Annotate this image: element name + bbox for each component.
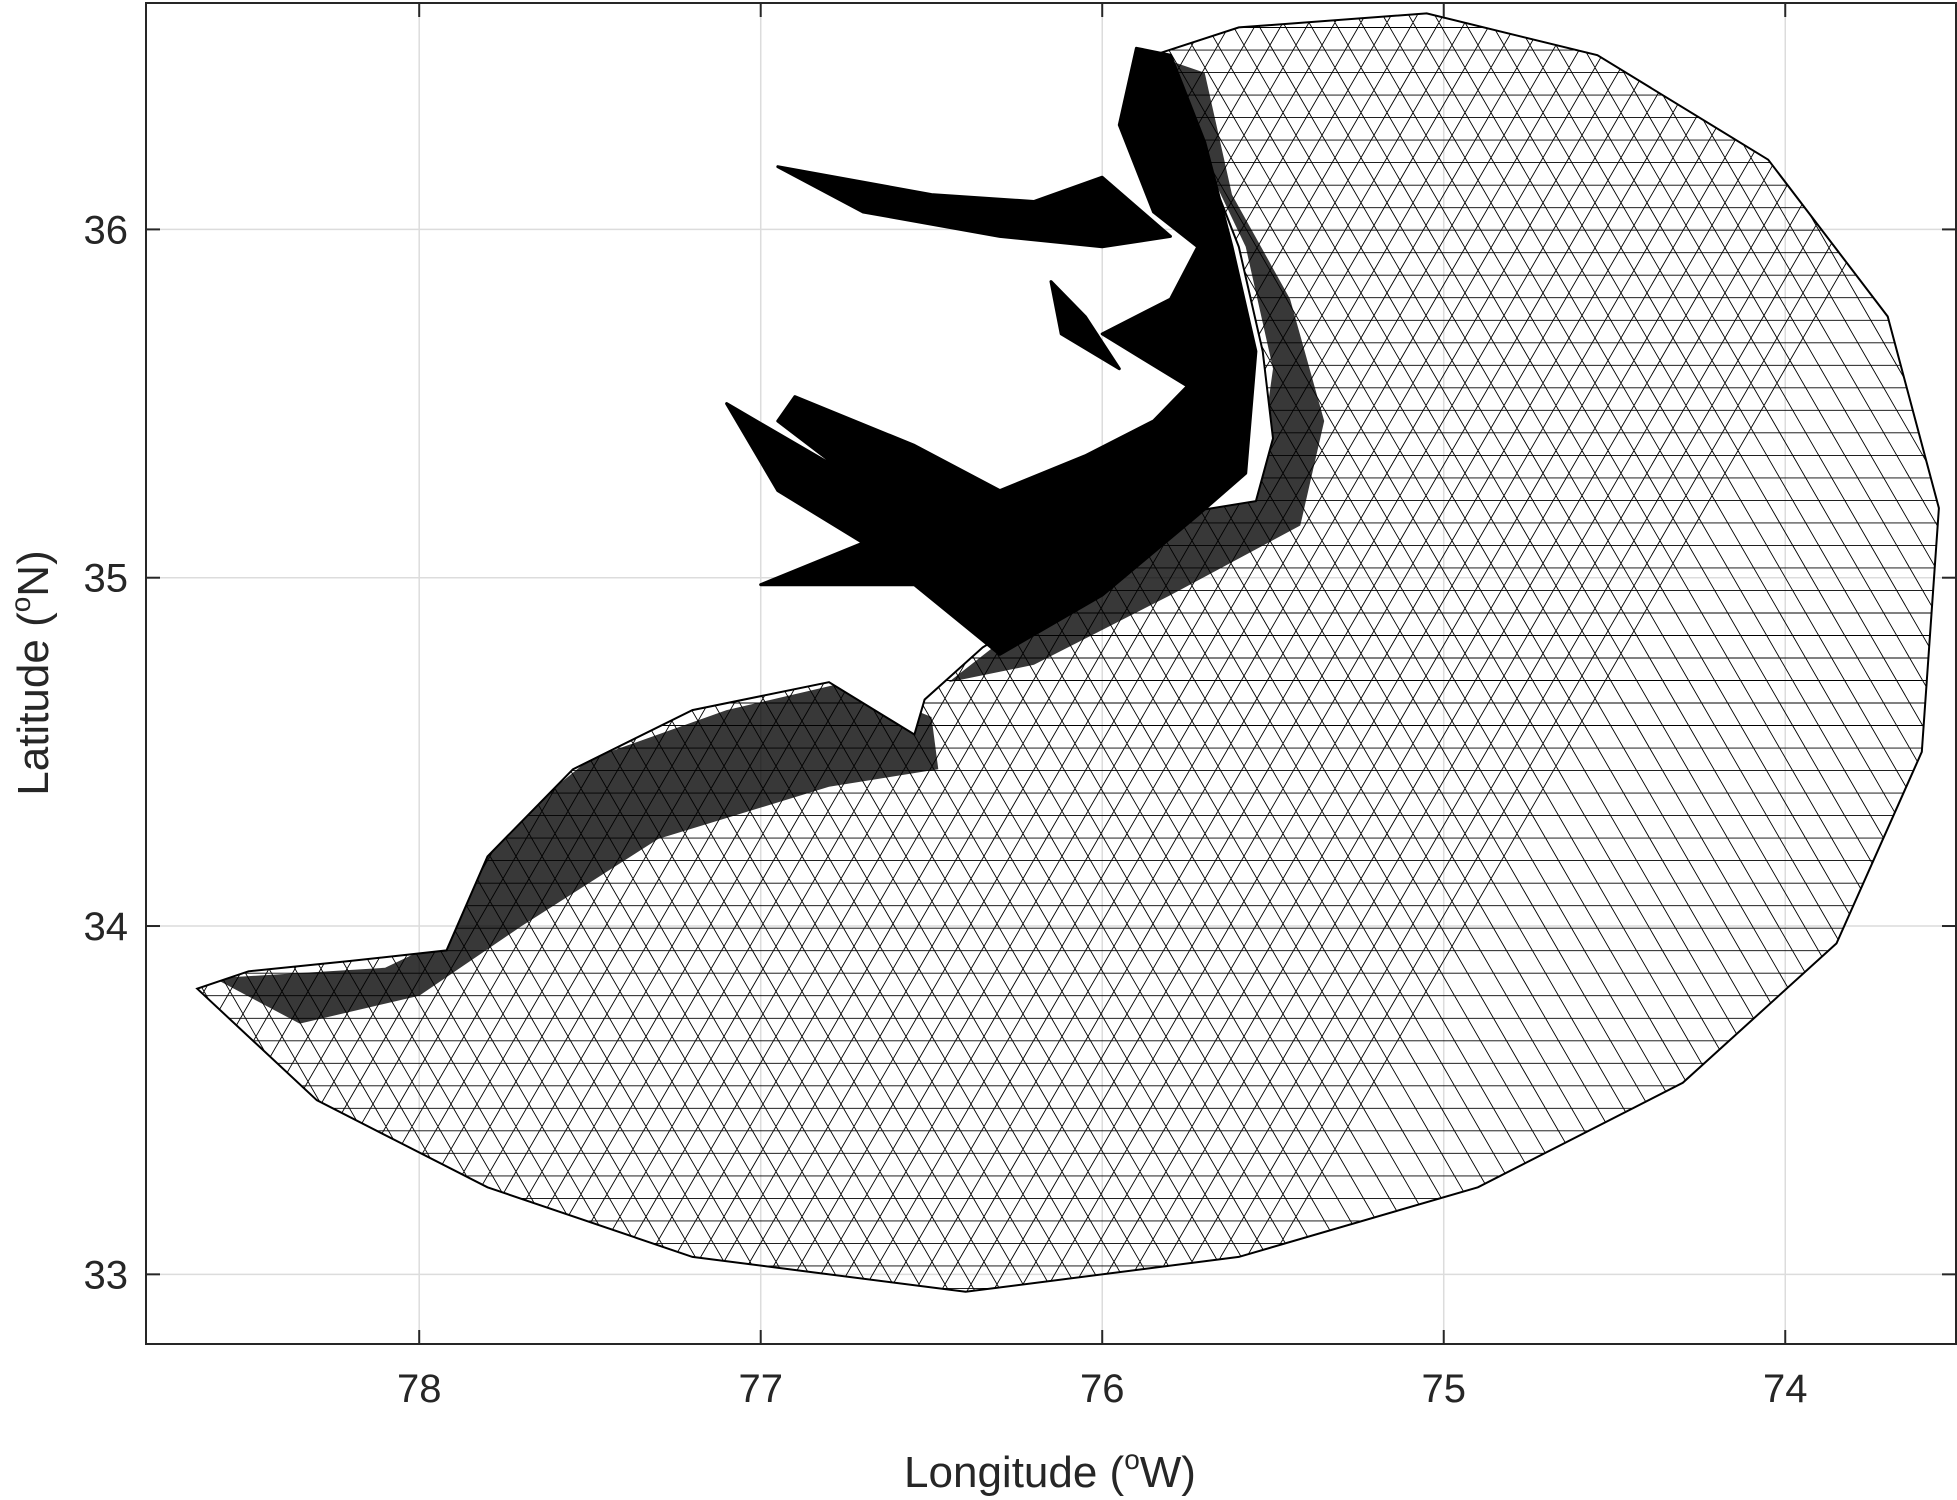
y-tick-label-3: 36 bbox=[84, 208, 129, 252]
sound-mesh-0 bbox=[725, 46, 1258, 656]
sound-mesh-2 bbox=[1049, 280, 1121, 371]
y-axis-label: Latitude (oN) bbox=[5, 550, 58, 795]
plot-frame bbox=[145, 2, 1957, 1345]
x-axis-label: Longitude (oW) bbox=[904, 1444, 1196, 1497]
x-tick-label-3: 75 bbox=[1421, 1367, 1466, 1411]
y-tick-label-1: 34 bbox=[84, 905, 129, 949]
axis-ticks bbox=[146, 3, 1956, 1344]
x-tick-label-1: 77 bbox=[738, 1367, 783, 1411]
x-tick-label-0: 78 bbox=[397, 1367, 442, 1411]
y-tick-label-2: 35 bbox=[84, 557, 129, 601]
dense-mesh-zone-1 bbox=[948, 55, 1325, 683]
sound-mesh-1 bbox=[776, 165, 1172, 249]
dense-mesh-zone-0 bbox=[214, 682, 939, 1024]
y-tick-labels: 33 34 35 36 bbox=[84, 208, 129, 1297]
x-tick-label-4: 74 bbox=[1763, 1367, 1808, 1411]
y-tick-label-0: 33 bbox=[84, 1253, 129, 1297]
x-tick-labels: 78 77 76 75 74 bbox=[397, 1367, 1808, 1411]
x-tick-label-2: 76 bbox=[1080, 1367, 1125, 1411]
